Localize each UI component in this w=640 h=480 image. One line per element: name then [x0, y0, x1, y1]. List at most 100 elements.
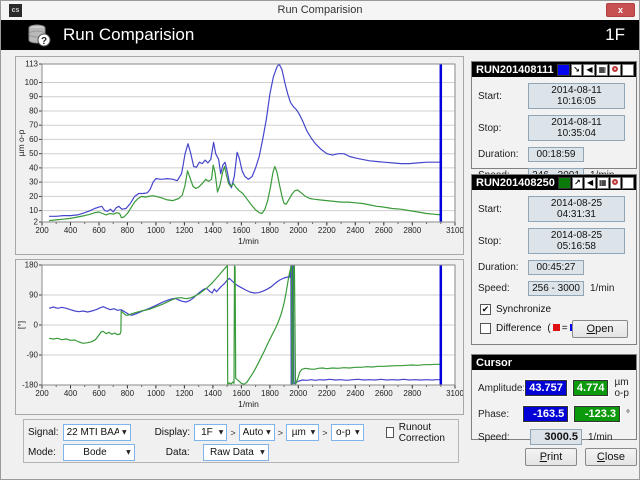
blank-box-icon[interactable] — [622, 64, 634, 76]
svg-text:90: 90 — [29, 92, 38, 101]
run2-panel: RUN201408250 ↗ ◀ ▦ Start:2014-08-25 04:3… — [471, 174, 637, 345]
svg-text:90: 90 — [29, 291, 38, 300]
svg-text:2800: 2800 — [403, 226, 421, 235]
display-harmonic-select[interactable]: 1F▼ — [194, 424, 227, 441]
mode-select[interactable]: Bode▼ — [63, 444, 135, 461]
run1-start-label: Start: — [478, 91, 528, 102]
svg-text:1/min: 1/min — [238, 236, 259, 246]
svg-text:30: 30 — [29, 178, 38, 187]
svg-text:1600: 1600 — [233, 226, 251, 235]
titlebar: cs Run Comparision x — [1, 1, 639, 20]
svg-text:113: 113 — [25, 60, 38, 69]
print-button[interactable]: Print — [525, 448, 577, 466]
speaker-icon[interactable]: ◀ — [584, 177, 596, 189]
phase-green-value: -123.3 — [574, 406, 620, 422]
open-button[interactable]: Open — [572, 320, 628, 338]
svg-text:?: ? — [41, 36, 47, 47]
svg-text:1000: 1000 — [147, 389, 165, 398]
signal-select[interactable]: 22 MTI BAA 3832▼ — [63, 424, 131, 441]
svg-text:1600: 1600 — [233, 389, 251, 398]
run-comparison-window: cs Run Comparision x ? Run Comparision 1… — [0, 0, 640, 480]
synchronize-checkbox[interactable]: ✔ — [480, 304, 491, 315]
runout-correction-checkbox[interactable] — [386, 427, 394, 438]
svg-text:3100: 3100 — [446, 389, 463, 398]
record-ring — [612, 66, 618, 72]
export-arrow-icon[interactable]: ↘ — [571, 64, 583, 76]
svg-text:2800: 2800 — [403, 389, 421, 398]
svg-text:2200: 2200 — [318, 226, 336, 235]
amplitude-label: Amplitude: — [478, 383, 525, 394]
amplitude-bode-chart[interactable]: 2102030405060708090100113200400600800100… — [16, 57, 463, 254]
difference-label: Difference — [496, 323, 541, 334]
run1-stop-label: Stop: — [478, 123, 528, 134]
svg-text:600: 600 — [92, 226, 106, 235]
record-target-icon[interactable] — [609, 64, 621, 76]
amplitude-unit: µm o-p — [614, 377, 630, 399]
runout-correction-label: Runout Correction — [399, 422, 454, 444]
svg-text:600: 600 — [92, 389, 106, 398]
svg-text:0: 0 — [34, 321, 39, 330]
close-button[interactable]: Close — [585, 448, 637, 466]
display-scale-select[interactable]: Auto▼ — [239, 424, 275, 441]
svg-text:1000: 1000 — [147, 226, 165, 235]
svg-text:µm o-p: µm o-p — [16, 129, 26, 156]
amplitude-green-value: 4.774 — [573, 380, 609, 396]
blank-box-icon[interactable] — [622, 177, 634, 189]
grid-move-icon[interactable]: ▦ — [596, 64, 608, 76]
svg-text:1/min: 1/min — [238, 399, 259, 409]
run2-title: RUN201408250 — [476, 177, 555, 189]
run1-panel: RUN201408111 ↘ ◀ ▦ Start:2014-08-11 10:1… — [471, 61, 637, 169]
phase-bode-chart[interactable]: -180-90090180200400600800100012001400160… — [16, 260, 463, 414]
window-title: Run Comparision — [1, 4, 639, 16]
run2-speed-unit: 1/min — [590, 283, 614, 294]
svg-text:-90: -90 — [26, 351, 38, 360]
chevron-down-icon: ▼ — [126, 449, 131, 456]
chevron-down-icon: ▼ — [260, 449, 265, 456]
svg-text:1400: 1400 — [204, 389, 222, 398]
run2-panel-header: RUN201408250 ↗ ◀ ▦ — [472, 175, 636, 190]
svg-text:200: 200 — [35, 226, 49, 235]
run1-panel-header: RUN201408111 ↘ ◀ ▦ — [472, 62, 636, 77]
svg-text:200: 200 — [35, 389, 49, 398]
record-ring — [612, 179, 618, 185]
svg-text:20: 20 — [29, 192, 38, 201]
synchronize-label: Synchronize — [496, 304, 551, 315]
data-label: Data: — [166, 447, 190, 458]
diff-red-swatch — [553, 324, 560, 331]
svg-text:800: 800 — [121, 226, 135, 235]
run1-title: RUN201408111 — [476, 64, 554, 76]
display-controls-group: Signal: 22 MTI BAA 3832▼ Display: 1F▼ > … — [23, 419, 459, 463]
display-peak-select[interactable]: o-p▼ — [331, 424, 364, 441]
record-target-icon[interactable] — [610, 177, 622, 189]
svg-text:2600: 2600 — [375, 389, 393, 398]
chevron-down-icon: ▼ — [355, 429, 360, 436]
close-window-button[interactable]: x — [606, 3, 635, 17]
svg-text:180: 180 — [25, 261, 39, 270]
svg-text:3100: 3100 — [446, 226, 463, 235]
svg-text:1800: 1800 — [261, 389, 279, 398]
chevron-down-icon: ▼ — [311, 429, 316, 436]
svg-text:2400: 2400 — [346, 226, 364, 235]
svg-text:2000: 2000 — [289, 226, 307, 235]
svg-text:70: 70 — [29, 121, 38, 130]
database-help-icon: ? — [27, 23, 51, 47]
run1-start-value: 2014-08-11 10:16:05 — [528, 83, 625, 109]
data-select[interactable]: Raw Data▼ — [203, 444, 269, 461]
chevron-down-icon: ▼ — [122, 429, 127, 436]
svg-text:1200: 1200 — [176, 389, 194, 398]
speaker-icon[interactable]: ◀ — [583, 64, 595, 76]
display-unit-select[interactable]: µm▼ — [286, 424, 319, 441]
run2-stop-label: Stop: — [478, 236, 528, 247]
grid-move-icon[interactable]: ▦ — [597, 177, 609, 189]
amplitude-blue-value: 43.757 — [525, 380, 567, 396]
run2-speed-label: Speed: — [478, 283, 528, 294]
cursor-speed-unit: 1/min — [588, 432, 612, 443]
run2-color-swatch — [558, 177, 571, 189]
run1-duration-value: 00:18:59 — [528, 147, 584, 162]
svg-text:400: 400 — [64, 389, 78, 398]
export-arrow-icon[interactable]: ↗ — [572, 177, 584, 189]
difference-checkbox[interactable] — [480, 323, 491, 334]
cursor-panel-header: Cursor — [472, 355, 636, 370]
run2-stop-value: 2014-08-25 05:16:58 — [528, 228, 625, 254]
cursor-panel: Cursor Amplitude: 43.757 4.774 µm o-p Ph… — [471, 354, 637, 440]
